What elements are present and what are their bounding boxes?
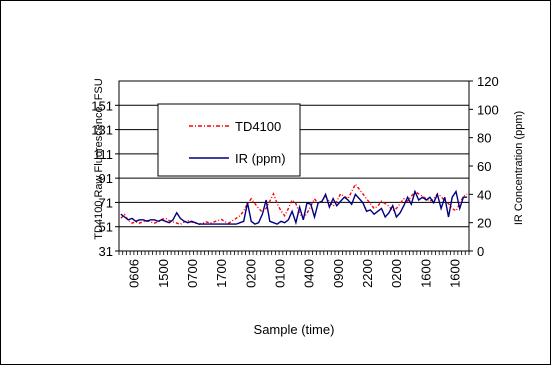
x-tick-label: 0200 xyxy=(389,259,404,288)
left-y-tick-label: 131 xyxy=(91,123,113,138)
x-tick-label: 0606 xyxy=(127,259,142,288)
x-tick-label: 0700 xyxy=(185,259,200,288)
left-y-tick-label: 151 xyxy=(91,98,113,113)
series-ir-line xyxy=(120,189,468,226)
x-tick-label: 1500 xyxy=(156,259,171,288)
right-y-tick-label: 60 xyxy=(477,159,491,174)
x-tick-label: 1700 xyxy=(214,259,229,288)
x-tick-label: 0400 xyxy=(302,259,317,288)
right-y-tick-label: 120 xyxy=(477,74,499,89)
legend-label-td4100: TD4100 xyxy=(235,119,281,134)
right-y-tick-label: 80 xyxy=(477,131,491,146)
left-y-tick-label: 51 xyxy=(99,220,113,235)
x-tick-label: 0100 xyxy=(272,259,287,288)
right-y-tick-label: 100 xyxy=(477,102,499,117)
legend: TD4100 IR (ppm) xyxy=(157,103,301,177)
x-tick-label: 1600 xyxy=(418,259,433,288)
x-tick-label: 2200 xyxy=(360,259,375,288)
right-y-tick-label: 0 xyxy=(477,244,484,259)
x-tick-label: 0900 xyxy=(331,259,346,288)
series-td4100-line xyxy=(120,182,468,226)
left-y-axis: 31 51 71 91 111 131 151 xyxy=(91,98,119,259)
left-y-tick-label: 91 xyxy=(99,171,113,186)
right-y-axis-title: IR Concentration (ppm) xyxy=(513,111,525,225)
right-y-axis: 0 20 40 60 80 100 120 xyxy=(469,74,499,259)
x-tick-label: 0200 xyxy=(243,259,258,288)
left-y-tick-label: 111 xyxy=(93,147,113,162)
legend-label-ir: IR (ppm) xyxy=(235,151,286,166)
x-axis: 0606 1500 0700 1700 0200 0100 0400 0900 2200 0200… xyxy=(118,251,470,288)
left-y-axis-title: TD4100 Raw Fluorescence, FSU xyxy=(93,78,105,239)
x-tick-label: 1600 xyxy=(447,259,462,288)
right-y-tick-label: 40 xyxy=(477,187,491,202)
series-group xyxy=(120,182,468,226)
left-y-tick-label: 71 xyxy=(99,195,113,210)
legend-box xyxy=(157,103,301,177)
left-y-tick-label: 31 xyxy=(99,244,113,259)
x-axis-title: Sample (time) xyxy=(254,322,335,337)
right-y-tick-label: 20 xyxy=(477,216,491,231)
